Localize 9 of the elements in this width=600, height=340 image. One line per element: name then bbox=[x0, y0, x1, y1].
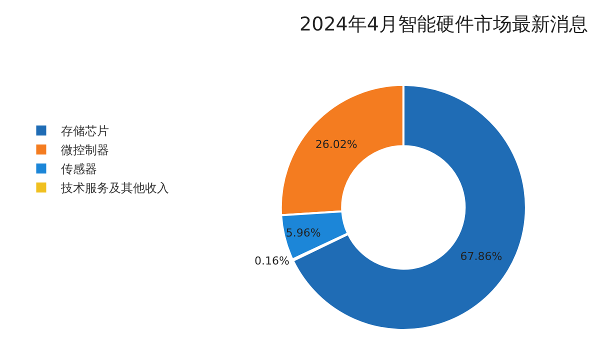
data-label: 0.16% bbox=[254, 254, 290, 268]
legend-label: 存储芯片 bbox=[61, 124, 110, 138]
data-label: 67.86% bbox=[460, 250, 502, 263]
data-label: 5.96% bbox=[286, 226, 321, 240]
data-label: 26.02% bbox=[315, 138, 358, 152]
legend-label: 微控制器 bbox=[61, 143, 110, 158]
chart-title: 2024年4月智能硬件市场最新消息 bbox=[300, 13, 588, 36]
legend-label: 传感器 bbox=[61, 162, 98, 176]
legend-label: 技术服务及其他收入 bbox=[60, 181, 170, 196]
